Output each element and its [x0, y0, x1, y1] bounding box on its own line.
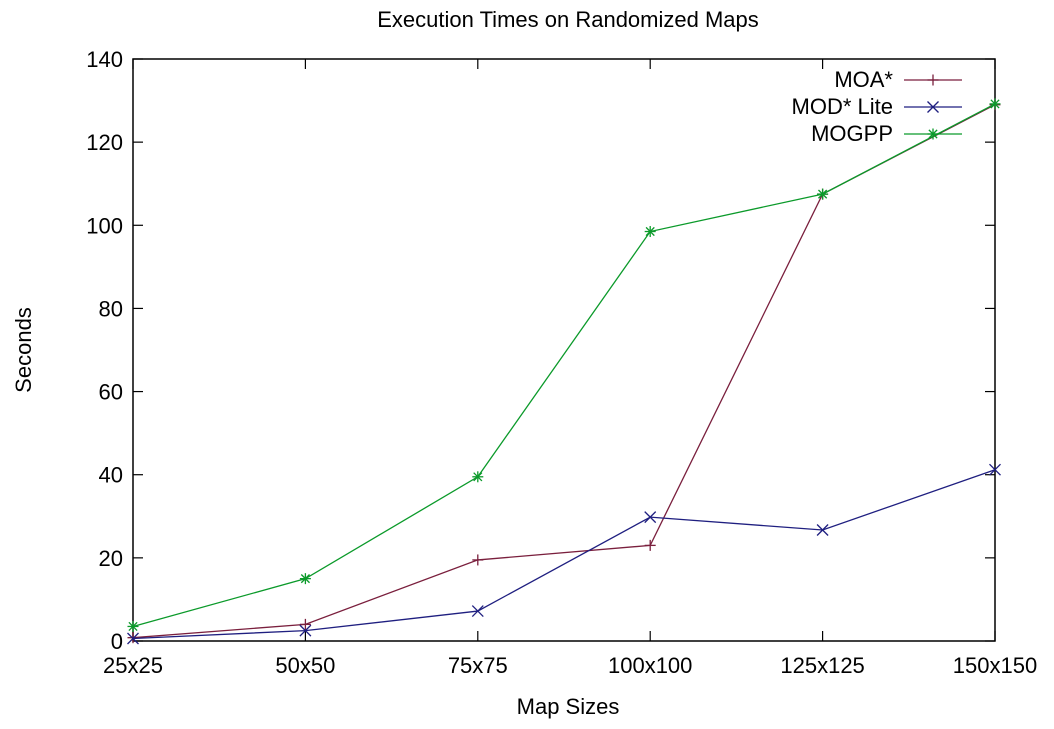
y-tick-label: 60 [99, 380, 123, 405]
data-point [644, 226, 656, 238]
series-1 [127, 463, 1001, 645]
x-axis-label: Map Sizes [517, 694, 620, 719]
x-tick-label: 75x75 [448, 653, 508, 678]
legend-marker [927, 101, 939, 113]
series-group [127, 98, 1001, 645]
data-point [127, 620, 139, 632]
x-tick-label: 25x25 [103, 653, 163, 678]
data-point [299, 573, 311, 585]
data-point [472, 471, 484, 483]
plot-frame [132, 58, 996, 642]
x-axis: 25x25 50x50 75x75 100x100 125x125 150x150 [103, 59, 1037, 678]
series-0 [127, 99, 1001, 644]
series-line [132, 469, 996, 640]
y-tick-label: 100 [86, 213, 123, 238]
y-tick-label: 40 [99, 463, 123, 488]
legend-label: MOA* [834, 67, 893, 92]
legend-marker [927, 74, 939, 86]
y-tick-label: 120 [86, 130, 123, 155]
data-point [816, 524, 829, 536]
series-line [132, 103, 996, 628]
x-tick-label: 100x100 [608, 653, 692, 678]
y-tick-label: 80 [99, 296, 123, 321]
legend-label: MOD* Lite [792, 94, 893, 119]
data-point [127, 632, 139, 645]
data-point [472, 554, 484, 566]
y-axis-label: Seconds [11, 307, 36, 393]
chart-title: Execution Times on Randomized Maps [377, 7, 759, 32]
series-line [132, 104, 996, 639]
data-point [989, 463, 1001, 476]
y-axis: 0 20 40 60 80 100 120 140 [86, 47, 995, 654]
legend-label: MOGPP [811, 121, 893, 146]
data-point [299, 618, 311, 630]
data-point [644, 539, 656, 551]
legend-marker [927, 128, 939, 140]
data-point [644, 511, 657, 524]
x-tick-label: 125x125 [780, 653, 864, 678]
data-point [299, 624, 312, 637]
x-tick-label: 50x50 [275, 653, 335, 678]
x-tick-label: 150x150 [953, 653, 1037, 678]
y-tick-label: 20 [99, 546, 123, 571]
data-point [817, 188, 829, 200]
data-point [471, 605, 484, 618]
data-point [989, 98, 1001, 110]
y-tick-label: 0 [111, 629, 123, 654]
series-2 [127, 98, 1001, 632]
y-tick-label: 140 [86, 47, 123, 72]
